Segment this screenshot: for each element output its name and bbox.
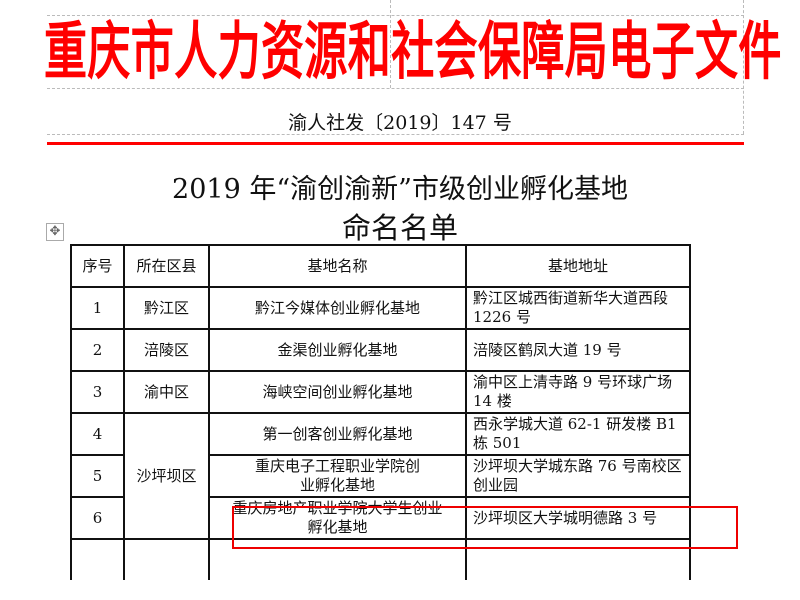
cell-no: 2 [70, 328, 125, 372]
cell-no: 4 [70, 412, 125, 456]
cell-address: 西永学城大道 62-1 研发楼 B1 栋 501 [465, 412, 691, 456]
cell-no: 1 [70, 286, 125, 330]
table-row: 6 重庆房地产职业学院大学生创业孵化基地 沙坪坝区大学城明德路 3 号 [70, 496, 691, 540]
column-header: 基地地址 [465, 244, 691, 288]
table-header-row: 序号 所在区县 基地名称 基地地址 [70, 244, 691, 288]
column-header: 序号 [70, 244, 125, 288]
cell-district: 黔江区 [123, 286, 210, 330]
cell-district: 沙坪坝区 [123, 412, 210, 540]
cell-district: 涪陵区 [123, 328, 210, 372]
column-header: 基地名称 [208, 244, 467, 288]
table-row: 4 沙坪坝区 第一创客创业孵化基地 西永学城大道 62-1 研发楼 B1 栋 5… [70, 412, 691, 540]
column-header: 所在区县 [123, 244, 210, 288]
cell-address: 渝中区上清寺路 9 号环球广场 14 楼 [465, 370, 691, 414]
table-row: 2 涪陵区 金渠创业孵化基地 涪陵区鹤凤大道 19 号 [70, 328, 691, 372]
table-row: 5 重庆电子工程职业学院创业孵化基地 沙坪坝大学城东路 76 号南校区创业园 [70, 454, 691, 498]
table-row: 1 黔江区 黔江今媒体创业孵化基地 黔江区城西街道新华大道西段 1226 号 [70, 286, 691, 330]
document-number: 渝人社发〔2019〕147 号 [288, 112, 512, 134]
cell-address: 涪陵区鹤凤大道 19 号 [465, 328, 691, 372]
cell-name: 重庆房地产职业学院大学生创业孵化基地 [208, 496, 467, 540]
cell-address: 黔江区城西街道新华大道西段 1226 号 [465, 286, 691, 330]
document-subtitle: 命名名单 [341, 211, 458, 245]
cell-no: 6 [70, 496, 125, 540]
dashed-guide [47, 134, 744, 135]
cell-address: 沙坪坝区大学城明德路 3 号 [465, 496, 691, 540]
red-divider [47, 142, 744, 145]
cell-district: 渝中区 [123, 370, 210, 414]
cell-address: 沙坪坝大学城东路 76 号南校区创业园 [465, 454, 691, 498]
cell-name: 金渠创业孵化基地 [208, 328, 467, 372]
dashed-guide [390, 0, 391, 88]
document-title: 2019 年“渝创渝新”市级创业孵化基地 [172, 174, 628, 205]
cell-no: 5 [70, 454, 125, 498]
cell-name: 第一创客创业孵化基地 [208, 412, 467, 456]
dashed-guide [47, 15, 744, 16]
table-row-partial [70, 538, 691, 580]
cell-name: 黔江今媒体创业孵化基地 [208, 286, 467, 330]
cell-name: 海峡空间创业孵化基地 [208, 370, 467, 414]
incubator-table: 序号 所在区县 基地名称 基地地址 1 黔江区 黔江今媒体创业孵化基地 黔江区城… [70, 244, 691, 580]
cell-no: 3 [70, 370, 125, 414]
dashed-guide [743, 0, 744, 134]
table-row: 3 渝中区 海峡空间创业孵化基地 渝中区上清寺路 9 号环球广场 14 楼 [70, 370, 691, 414]
agency-title: 重庆市人力资源和社会保障局电子文件 [44, 16, 782, 89]
dashed-guide [47, 88, 744, 89]
cell-name: 重庆电子工程职业学院创业孵化基地 [208, 454, 467, 498]
table-move-handle-icon[interactable]: ✥ [46, 223, 64, 241]
